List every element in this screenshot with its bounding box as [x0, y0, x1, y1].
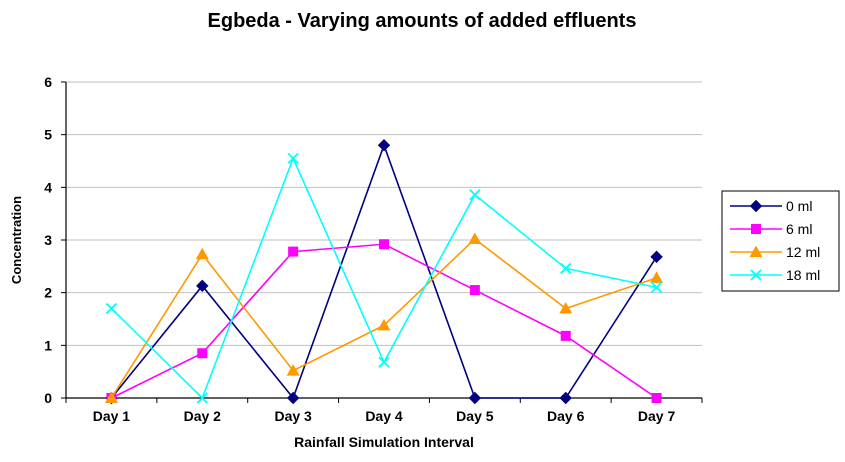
y-tick-label: 4: [44, 179, 52, 195]
data-point-stroke: [196, 392, 208, 404]
data-point: [750, 269, 762, 281]
axes: 0 1 2 3 4 5 6 Day 1 Day 2 Day 3 Day 4 Day 5 Day 6 Day…: [44, 74, 703, 424]
y-tick-label: 0: [44, 390, 52, 406]
data-point: [288, 246, 299, 257]
data-point: [286, 391, 300, 405]
x-tick-label: Day 1: [93, 408, 131, 424]
data-point: [469, 285, 480, 296]
y-axis-title: Concentration: [9, 196, 24, 284]
legend: 0 ml 6 ml 12 ml 18 ml: [721, 190, 840, 292]
data-point: [560, 262, 572, 275]
data-point: [650, 271, 664, 283]
data-point-stroke: [650, 281, 663, 294]
legend-item: 18 ml: [730, 267, 820, 283]
data-point: [559, 391, 572, 405]
y-tick-label: 2: [44, 285, 52, 301]
data-point: [650, 281, 663, 294]
legend-item: 12 ml: [730, 244, 820, 260]
x-tick-label: Day 5: [456, 408, 494, 424]
data-point: [104, 391, 118, 403]
x-tick-label: Day 7: [638, 408, 676, 424]
data-point-stroke: [105, 302, 118, 315]
data-point: [751, 224, 761, 234]
data-point: [468, 232, 482, 244]
data-point-stroke: [287, 152, 299, 165]
data-point: [377, 138, 391, 152]
data-point: [749, 245, 763, 257]
legend-label: 6 ml: [786, 221, 812, 237]
data-point: [749, 199, 763, 213]
data-point-stroke: [560, 262, 572, 275]
y-tick-label: 6: [44, 74, 52, 90]
chart-title: Egbeda - Varying amounts of added efflue…: [208, 10, 637, 32]
y-tick-label: 1: [44, 337, 52, 353]
data-point: [468, 391, 482, 405]
series-layer: [104, 138, 664, 405]
data-point: [650, 250, 663, 264]
x-tick-label: Day 4: [365, 408, 403, 424]
data-point: [286, 364, 300, 376]
x-tick-label: Day 6: [547, 408, 585, 424]
series-12-ml: [104, 232, 664, 403]
series-18-ml: [105, 152, 663, 404]
data-point: [196, 279, 209, 293]
x-tick-label: Day 2: [184, 408, 222, 424]
x-tick-label: Day 3: [274, 408, 312, 424]
legend-label: 12 ml: [786, 244, 820, 260]
data-point: [651, 393, 662, 403]
data-point: [105, 302, 118, 315]
data-point: [197, 348, 208, 359]
data-point-stroke: [469, 189, 481, 201]
legend-label: 0 ml: [786, 198, 812, 214]
data-point: [560, 330, 571, 341]
x-axis-title: Rainfall Simulation Interval: [294, 434, 474, 450]
legend-label: 18 ml: [786, 267, 820, 283]
y-tick-label: 3: [44, 232, 52, 248]
data-point: [195, 247, 209, 260]
data-point: [196, 392, 208, 404]
data-point: [379, 239, 389, 250]
data-point: [559, 301, 573, 314]
data-point: [377, 318, 391, 331]
data-point: [378, 356, 390, 368]
data-point-stroke: [750, 269, 762, 281]
legend-item: 0 ml: [730, 198, 812, 214]
data-point: [469, 189, 481, 201]
y-tick-label: 5: [44, 127, 52, 143]
data-point: [287, 152, 299, 165]
data-point-stroke: [378, 356, 390, 368]
legend-item: 6 ml: [730, 221, 812, 237]
